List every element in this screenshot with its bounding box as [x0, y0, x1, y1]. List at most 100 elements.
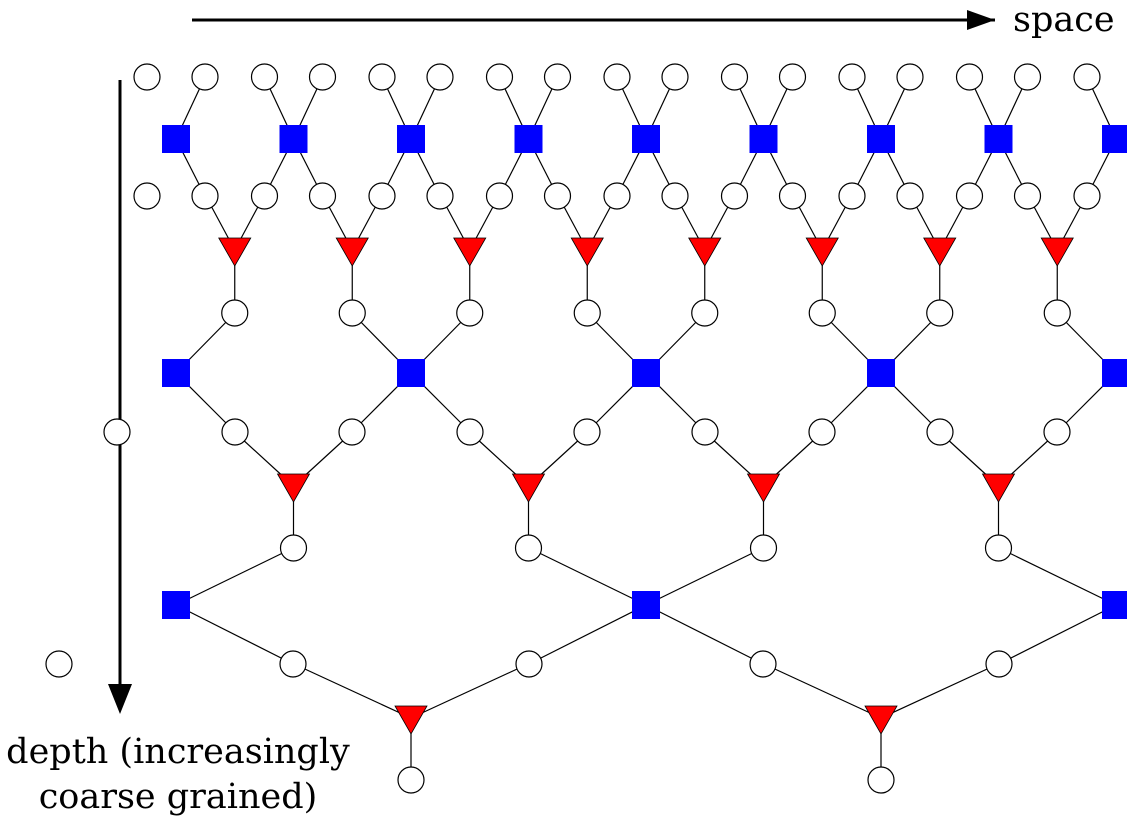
- isometry-triangle: [1040, 237, 1074, 267]
- site-circle: [221, 299, 249, 327]
- isometry-triangle: [746, 473, 781, 503]
- disentangler-square: [514, 125, 543, 153]
- site-circle: [720, 182, 749, 210]
- site-circle: [133, 63, 161, 91]
- site-circle: [984, 534, 1013, 562]
- site-circle: [1073, 182, 1101, 210]
- isometry-triangle: [923, 237, 957, 267]
- site-circle: [603, 63, 631, 91]
- site-circle: [308, 63, 337, 91]
- site-circle: [661, 63, 689, 91]
- site-circle: [368, 182, 396, 210]
- site-circle: [749, 650, 777, 678]
- site-circle: [250, 63, 279, 91]
- disentangler-square: [867, 359, 895, 387]
- site-circle: [573, 299, 601, 327]
- site-circle: [603, 182, 631, 210]
- isometry-triangle: [394, 705, 428, 735]
- space-arrowhead-icon: [967, 10, 995, 30]
- edge-line: [528, 604, 647, 665]
- edge-line: [645, 547, 764, 606]
- site-circle: [573, 418, 601, 446]
- site-circle: [896, 63, 924, 91]
- disentangler-square: [867, 125, 895, 153]
- site-circle: [485, 63, 514, 91]
- depth-label-line1: depth (increasingly: [6, 732, 350, 772]
- site-circle: [221, 418, 249, 446]
- disentangler-square: [1102, 125, 1127, 153]
- isometry-triangle: [218, 237, 252, 267]
- site-circle: [1013, 182, 1042, 210]
- site-circle: [426, 182, 454, 210]
- site-circle: [133, 182, 161, 210]
- site-circle: [308, 182, 337, 210]
- edge-line: [293, 663, 412, 719]
- site-circle: [1013, 63, 1042, 91]
- site-circle: [808, 299, 836, 327]
- disentangler-square: [162, 125, 190, 153]
- network-nodes: [45, 63, 1127, 794]
- site-circle: [838, 63, 866, 91]
- site-circle: [543, 182, 572, 210]
- site-circle: [279, 534, 308, 562]
- site-circle: [191, 63, 219, 91]
- disentangler-square: [279, 125, 308, 153]
- site-circle: [778, 182, 807, 210]
- site-circle: [338, 418, 366, 446]
- edge-line: [763, 663, 882, 719]
- edge-line: [528, 547, 647, 606]
- disentangler-square: [632, 125, 660, 153]
- isometry-triangle: [688, 237, 722, 267]
- isometry-triangle: [981, 473, 1016, 503]
- disentangler-square: [162, 591, 190, 619]
- isometry-triangle: [864, 705, 898, 735]
- site-circle: [338, 299, 366, 327]
- site-circle: [456, 418, 484, 446]
- site-circle: [661, 182, 689, 210]
- site-circle: [808, 418, 836, 446]
- depth-arrowhead-icon: [108, 684, 132, 714]
- edge-line: [175, 547, 294, 606]
- site-circle: [896, 182, 924, 210]
- site-circle: [926, 418, 954, 446]
- edge-line: [410, 663, 529, 719]
- site-circle: [691, 299, 719, 327]
- isometry-triangle: [570, 237, 604, 267]
- site-circle: [456, 299, 484, 327]
- site-circle: [397, 766, 425, 794]
- isometry-triangle: [511, 473, 546, 503]
- site-circle: [250, 182, 279, 210]
- site-circle: [515, 650, 543, 678]
- site-circle: [368, 63, 396, 91]
- site-circle: [426, 63, 454, 91]
- disentangler-square: [749, 125, 778, 153]
- site-circle: [103, 418, 131, 446]
- disentangler-square: [632, 591, 660, 619]
- site-circle: [45, 650, 73, 678]
- space-label: space: [1013, 0, 1115, 40]
- site-circle: [191, 182, 219, 210]
- site-circle: [778, 63, 807, 91]
- site-circle: [985, 650, 1013, 678]
- edge-line: [998, 604, 1117, 665]
- isometry-triangle: [805, 237, 839, 267]
- disentangler-square: [397, 125, 425, 153]
- isometry-triangle: [276, 473, 311, 503]
- disentangler-square: [1102, 591, 1127, 619]
- site-circle: [1043, 299, 1071, 327]
- disentangler-square: [1102, 359, 1127, 387]
- disentangler-square: [397, 359, 425, 387]
- site-circle: [279, 650, 307, 678]
- site-circle: [955, 63, 984, 91]
- edge-line: [880, 663, 999, 719]
- site-circle: [926, 299, 954, 327]
- edge-line: [175, 604, 294, 665]
- site-circle: [838, 182, 866, 210]
- site-circle: [749, 534, 778, 562]
- site-circle: [1043, 418, 1071, 446]
- site-circle: [543, 63, 572, 91]
- edge-line: [998, 547, 1117, 606]
- isometry-triangle: [335, 237, 369, 267]
- edge-line: [645, 604, 764, 665]
